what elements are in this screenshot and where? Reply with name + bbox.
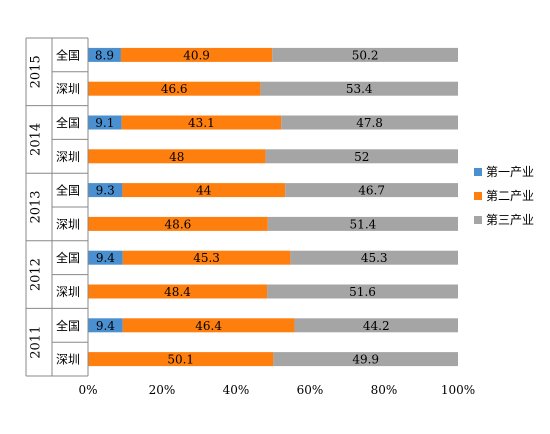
row-label: 深圳 <box>56 217 80 231</box>
legend-swatch <box>474 192 482 200</box>
bar-segment <box>294 318 458 333</box>
row-label: 深圳 <box>56 150 80 164</box>
bar-segment <box>122 318 295 333</box>
data-label: 46.6 <box>161 82 188 96</box>
group-label: 2013 <box>29 190 44 223</box>
x-tick-label: 40% <box>223 383 250 397</box>
x-tick-label: 0% <box>78 383 97 397</box>
data-label: 51.4 <box>350 217 377 231</box>
x-tick-label: 80% <box>371 383 398 397</box>
data-label: 9.4 <box>96 251 115 265</box>
bar-segment <box>272 47 458 62</box>
group-label: 2015 <box>29 55 44 88</box>
row-label: 全国 <box>56 115 80 130</box>
x-tick-label: 100% <box>441 383 475 397</box>
data-label: 50.2 <box>352 48 379 62</box>
bar-segment <box>267 216 458 231</box>
bar-segment <box>88 216 268 231</box>
data-label: 40.9 <box>183 48 210 62</box>
row-label: 全国 <box>56 318 80 333</box>
bar-segment <box>88 250 123 265</box>
bar-segment <box>285 183 458 198</box>
bar-segment <box>88 149 266 164</box>
legend-swatch <box>474 216 482 224</box>
data-label: 44 <box>196 184 212 198</box>
legend-swatch <box>474 168 482 176</box>
bar-segment <box>122 250 291 265</box>
axes-layer: 全国深圳2015全国深圳2014全国深圳2013全国深圳2012全国深圳2011… <box>25 37 475 397</box>
data-label: 47.8 <box>356 116 383 130</box>
data-label: 9.4 <box>96 319 115 333</box>
bar-segment <box>273 352 458 367</box>
data-label: 9.3 <box>96 184 115 198</box>
group-label: 2014 <box>29 123 44 156</box>
bar-segment <box>121 115 282 130</box>
bar-segment <box>88 352 274 367</box>
row-label: 全国 <box>56 47 80 62</box>
data-label: 46.7 <box>358 184 385 198</box>
group-label: 2011 <box>29 326 44 359</box>
bar-segment <box>265 149 458 164</box>
bar-segment <box>281 115 458 130</box>
bar-segment <box>88 47 121 62</box>
data-label: 45.3 <box>193 251 220 265</box>
data-label: 48.4 <box>164 285 191 299</box>
bars-layer: 8.9 40.9 50.2 46.6 53.4 9.1 43.1 47.8 48 52 9.3 44 4… <box>88 47 458 367</box>
data-label: 51.6 <box>349 285 376 299</box>
bar-segment <box>290 250 458 265</box>
bar-segment <box>120 47 273 62</box>
bar-segment <box>122 183 286 198</box>
bar-segment <box>260 81 458 96</box>
data-label: 53.4 <box>346 82 373 96</box>
x-tick-label: 60% <box>297 383 324 397</box>
data-label: 45.3 <box>361 251 388 265</box>
data-label: 52 <box>354 150 369 164</box>
row-label: 深圳 <box>56 82 80 96</box>
bar-segment <box>88 115 122 130</box>
bar-segment <box>88 81 261 96</box>
bar-segment <box>267 284 458 299</box>
data-label: 43.1 <box>188 116 215 130</box>
data-label: 44.2 <box>363 319 390 333</box>
x-tick-label: 20% <box>149 383 176 397</box>
row-label: 全国 <box>56 250 80 265</box>
row-label: 深圳 <box>56 353 80 367</box>
data-label: 48.6 <box>165 217 192 231</box>
row-label: 全国 <box>56 183 80 198</box>
data-label: 8.9 <box>95 48 114 62</box>
legend-label: 第二产业 <box>486 189 534 203</box>
legend-label: 第一产业 <box>486 165 534 179</box>
group-label: 2012 <box>29 258 44 291</box>
bar-segment <box>88 284 268 299</box>
bar-segment <box>88 183 123 198</box>
row-label: 深圳 <box>56 285 80 299</box>
data-label: 9.1 <box>95 116 114 130</box>
data-label: 50.1 <box>167 353 194 367</box>
legend-label: 第三产业 <box>486 213 534 227</box>
bar-segment <box>88 318 123 333</box>
data-label: 48 <box>169 150 184 164</box>
data-label: 49.9 <box>352 353 379 367</box>
data-label: 46.4 <box>195 319 222 333</box>
